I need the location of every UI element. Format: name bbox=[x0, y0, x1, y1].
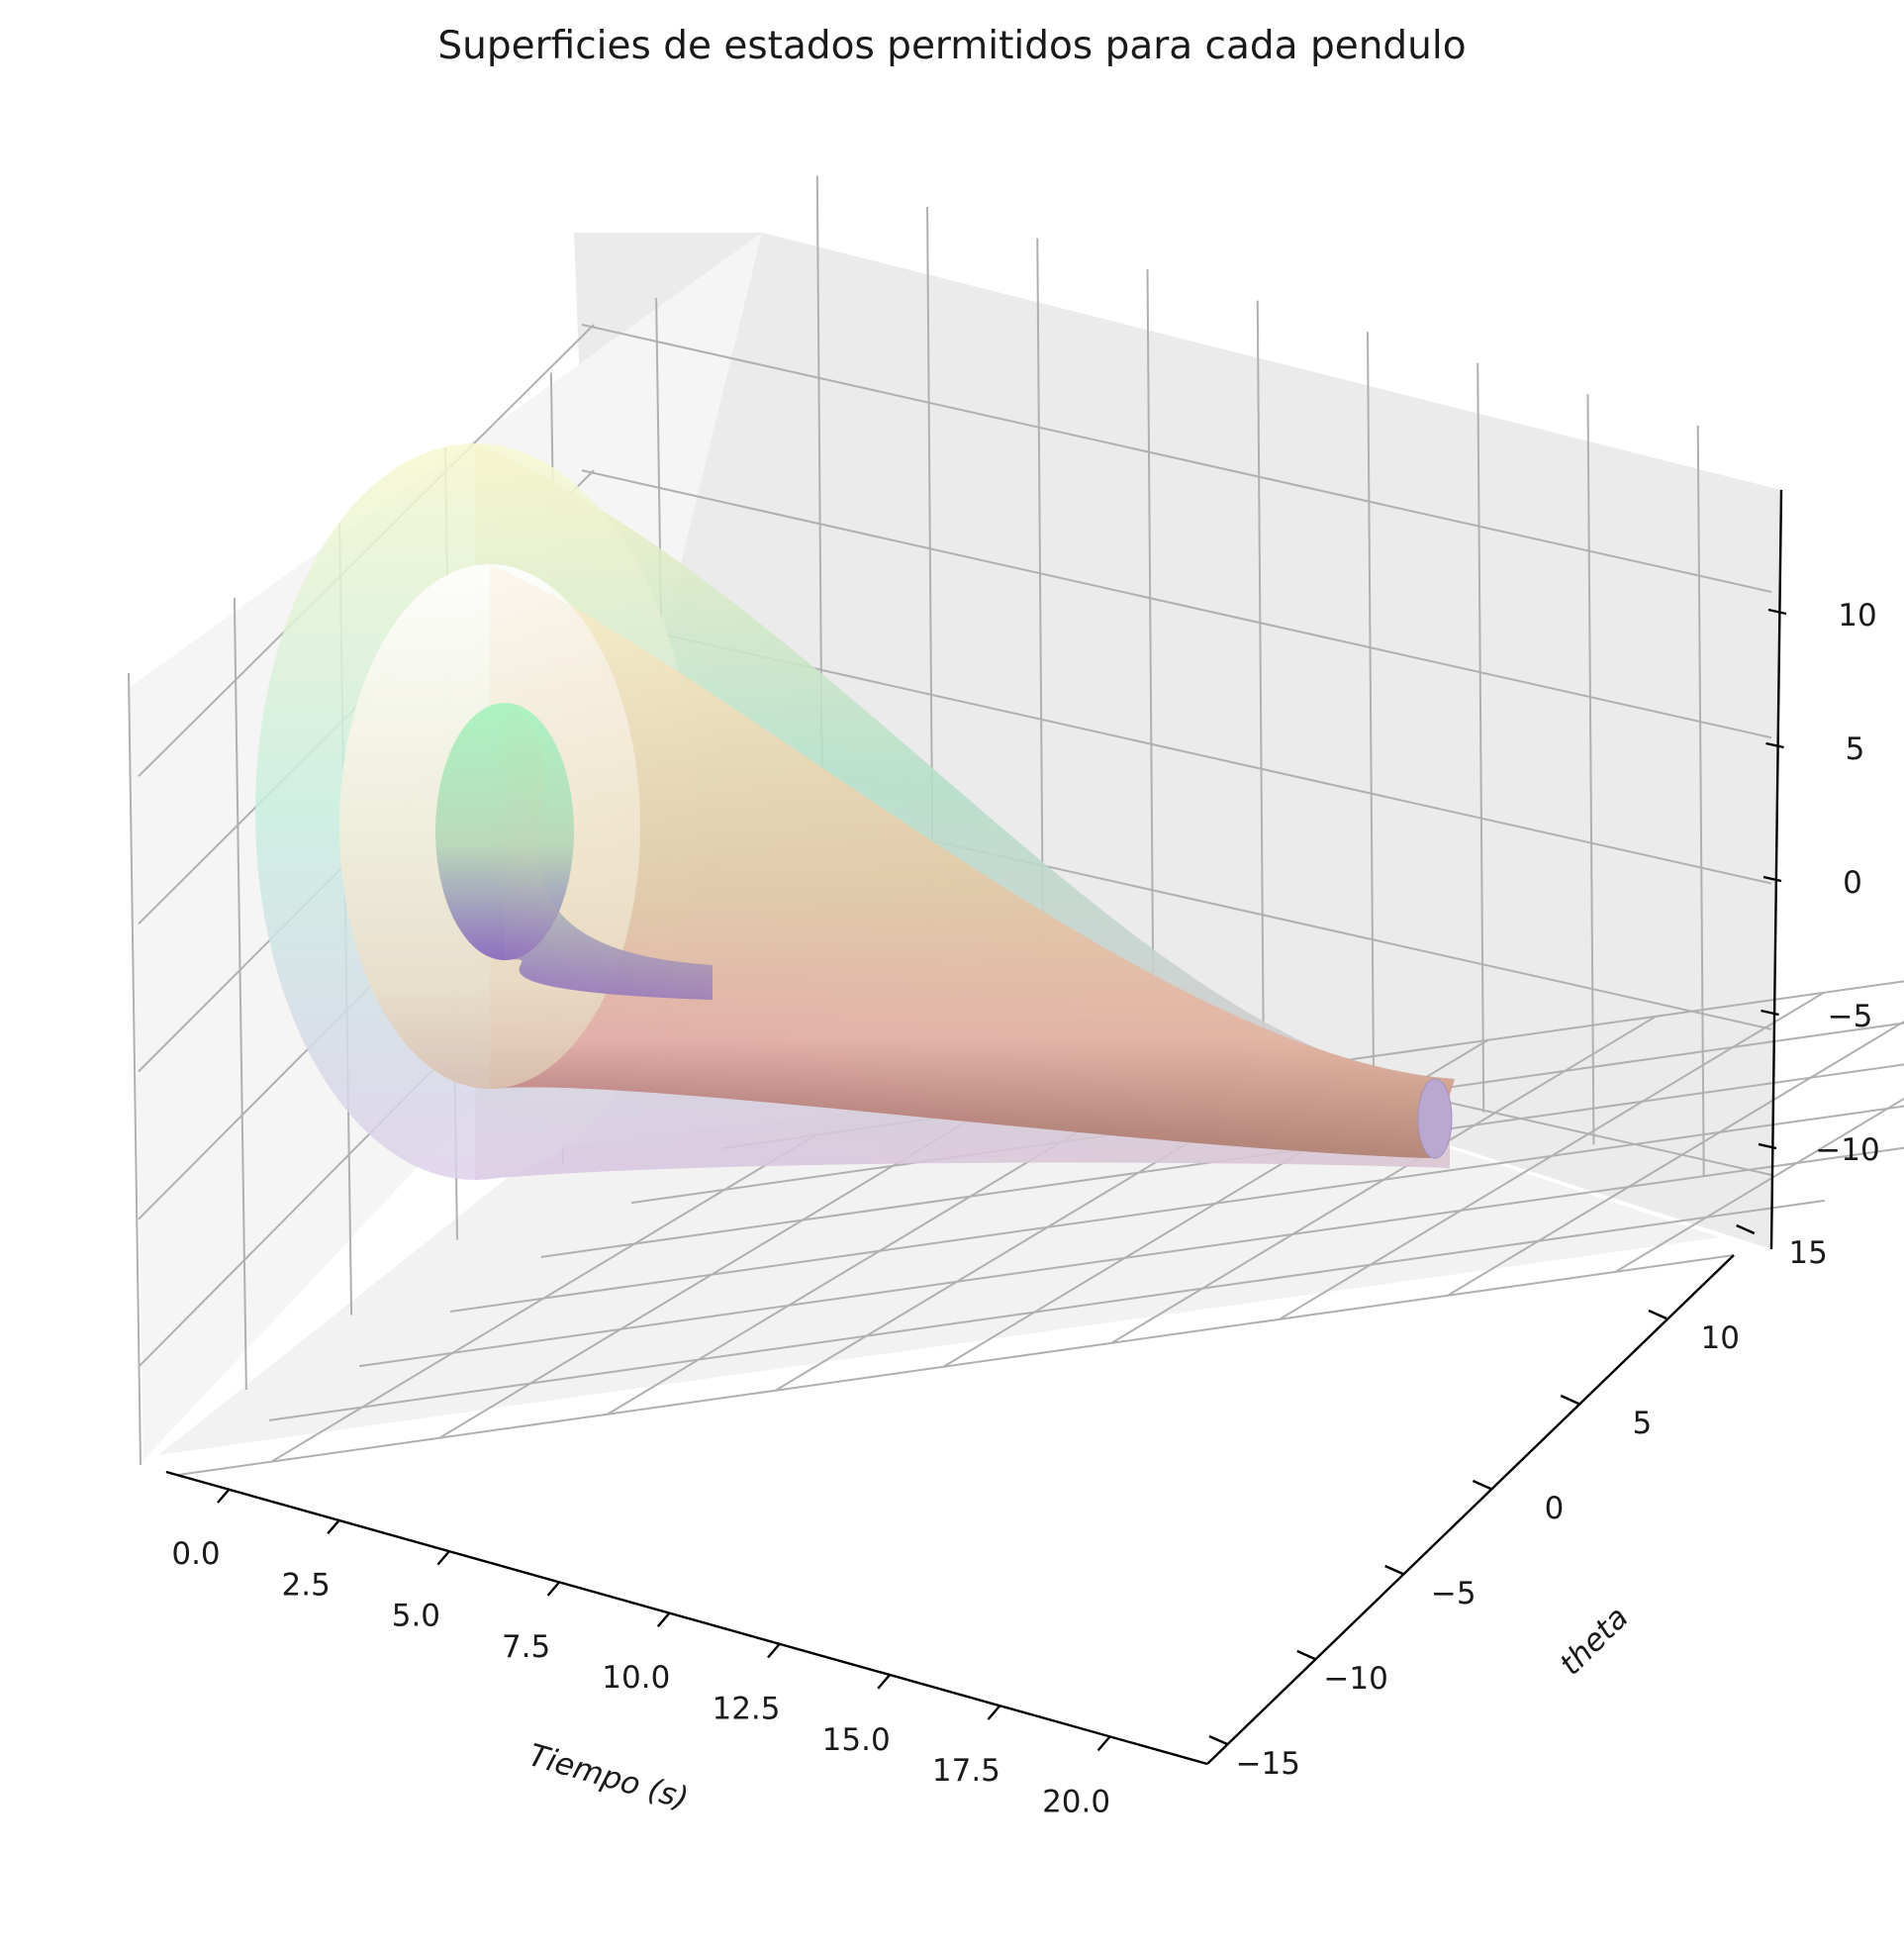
x-tick-2 bbox=[436, 1549, 451, 1566]
x-axis-label: Tiempo (s) bbox=[524, 1737, 692, 1816]
z-tick-label-3: 5 bbox=[1846, 732, 1865, 767]
z-tick-0 bbox=[1758, 1142, 1777, 1150]
x-tick-0 bbox=[217, 1488, 231, 1504]
z-tick-2 bbox=[1762, 875, 1782, 883]
y-tick-5 bbox=[1648, 1309, 1667, 1320]
x-tick-6 bbox=[877, 1674, 892, 1690]
y-tick-label-0: −15 bbox=[1236, 1746, 1300, 1782]
z-axis-line bbox=[1769, 489, 1783, 1250]
y-tick-6 bbox=[1736, 1223, 1756, 1235]
side-grid-theta-0 bbox=[128, 672, 142, 1466]
x-tick-1 bbox=[327, 1518, 341, 1535]
y-tick-0 bbox=[1208, 1734, 1228, 1746]
floor-grid-theta-2 bbox=[359, 1146, 1904, 1368]
y-tick-3 bbox=[1472, 1479, 1491, 1491]
back-grid-time-2 bbox=[1036, 238, 1045, 984]
surface-tip bbox=[1417, 1078, 1453, 1159]
side-grid-theta-1 bbox=[233, 598, 247, 1391]
z-tick-label-1: −5 bbox=[1828, 999, 1873, 1034]
z-tick-3 bbox=[1765, 741, 1784, 749]
chart-title: Superficies de estados permitidos para c… bbox=[437, 24, 1467, 68]
x-tick-label-3: 7.5 bbox=[502, 1629, 550, 1665]
y-tick-label-6: 15 bbox=[1788, 1235, 1827, 1271]
surfaces bbox=[255, 443, 1455, 1180]
x-tick-label-2: 5.0 bbox=[392, 1599, 440, 1634]
back-grid-time-8 bbox=[1696, 425, 1705, 1178]
surface-shade-2 bbox=[505, 703, 713, 1000]
back-grid-time-6 bbox=[1476, 362, 1485, 1113]
y-axis-line bbox=[1206, 1254, 1735, 1765]
y-tick-label-3: 0 bbox=[1545, 1491, 1565, 1526]
floor-grid-theta-1 bbox=[268, 1199, 1825, 1421]
x-tick-label-5: 12.5 bbox=[712, 1692, 780, 1727]
y-tick-label-4: 5 bbox=[1632, 1406, 1652, 1441]
y-tick-4 bbox=[1560, 1394, 1579, 1406]
axes: 0.0 2.5 5.0 7.5 10.0 12.5 15.0 17.5 20.0 −15 −10 −5… bbox=[165, 489, 1880, 1819]
x-tick-label-0: 0.0 bbox=[171, 1536, 220, 1572]
x-tick-8 bbox=[1096, 1735, 1111, 1752]
z-tick-label-0: −10 bbox=[1815, 1132, 1879, 1168]
surface-shade-1 bbox=[490, 564, 1455, 1158]
x-tick-label-1: 2.5 bbox=[282, 1567, 331, 1603]
x-tick-7 bbox=[987, 1705, 1001, 1720]
z-tick-label-4: 10 bbox=[1838, 598, 1876, 634]
back-grid-time-5 bbox=[1367, 332, 1375, 1081]
y-tick-label-2: −5 bbox=[1431, 1576, 1476, 1611]
back-grid-time-7 bbox=[1586, 394, 1595, 1145]
y-tick-label-5: 10 bbox=[1701, 1320, 1740, 1356]
x-tick-label-8: 20.0 bbox=[1042, 1784, 1110, 1819]
back-grid-time-4 bbox=[1256, 300, 1265, 1048]
z-tick-4 bbox=[1767, 608, 1787, 616]
back-grid-time-3 bbox=[1146, 269, 1155, 1016]
x-tick-5 bbox=[767, 1642, 781, 1659]
z-tick-label-2: 0 bbox=[1843, 865, 1862, 901]
floor-grid-theta-3 bbox=[449, 1105, 1904, 1313]
back-grid-z-3 bbox=[581, 469, 1772, 739]
floor-grid-theta-0 bbox=[177, 1254, 1735, 1476]
x-tick-label-4: 10.0 bbox=[602, 1660, 670, 1696]
y-axis-label: theta bbox=[1553, 1600, 1635, 1682]
x-axis-line bbox=[165, 1470, 1208, 1766]
x-tick-label-7: 17.5 bbox=[932, 1753, 1000, 1789]
y-tick-label-1: −10 bbox=[1323, 1661, 1387, 1697]
y-tick-1 bbox=[1296, 1649, 1316, 1661]
z-tick-1 bbox=[1761, 1009, 1779, 1017]
y-tick-2 bbox=[1384, 1564, 1404, 1576]
back-grid-z-4 bbox=[581, 324, 1772, 593]
x-tick-3 bbox=[546, 1581, 561, 1597]
x-tick-4 bbox=[656, 1611, 671, 1627]
x-tick-label-6: 15.0 bbox=[822, 1722, 891, 1758]
